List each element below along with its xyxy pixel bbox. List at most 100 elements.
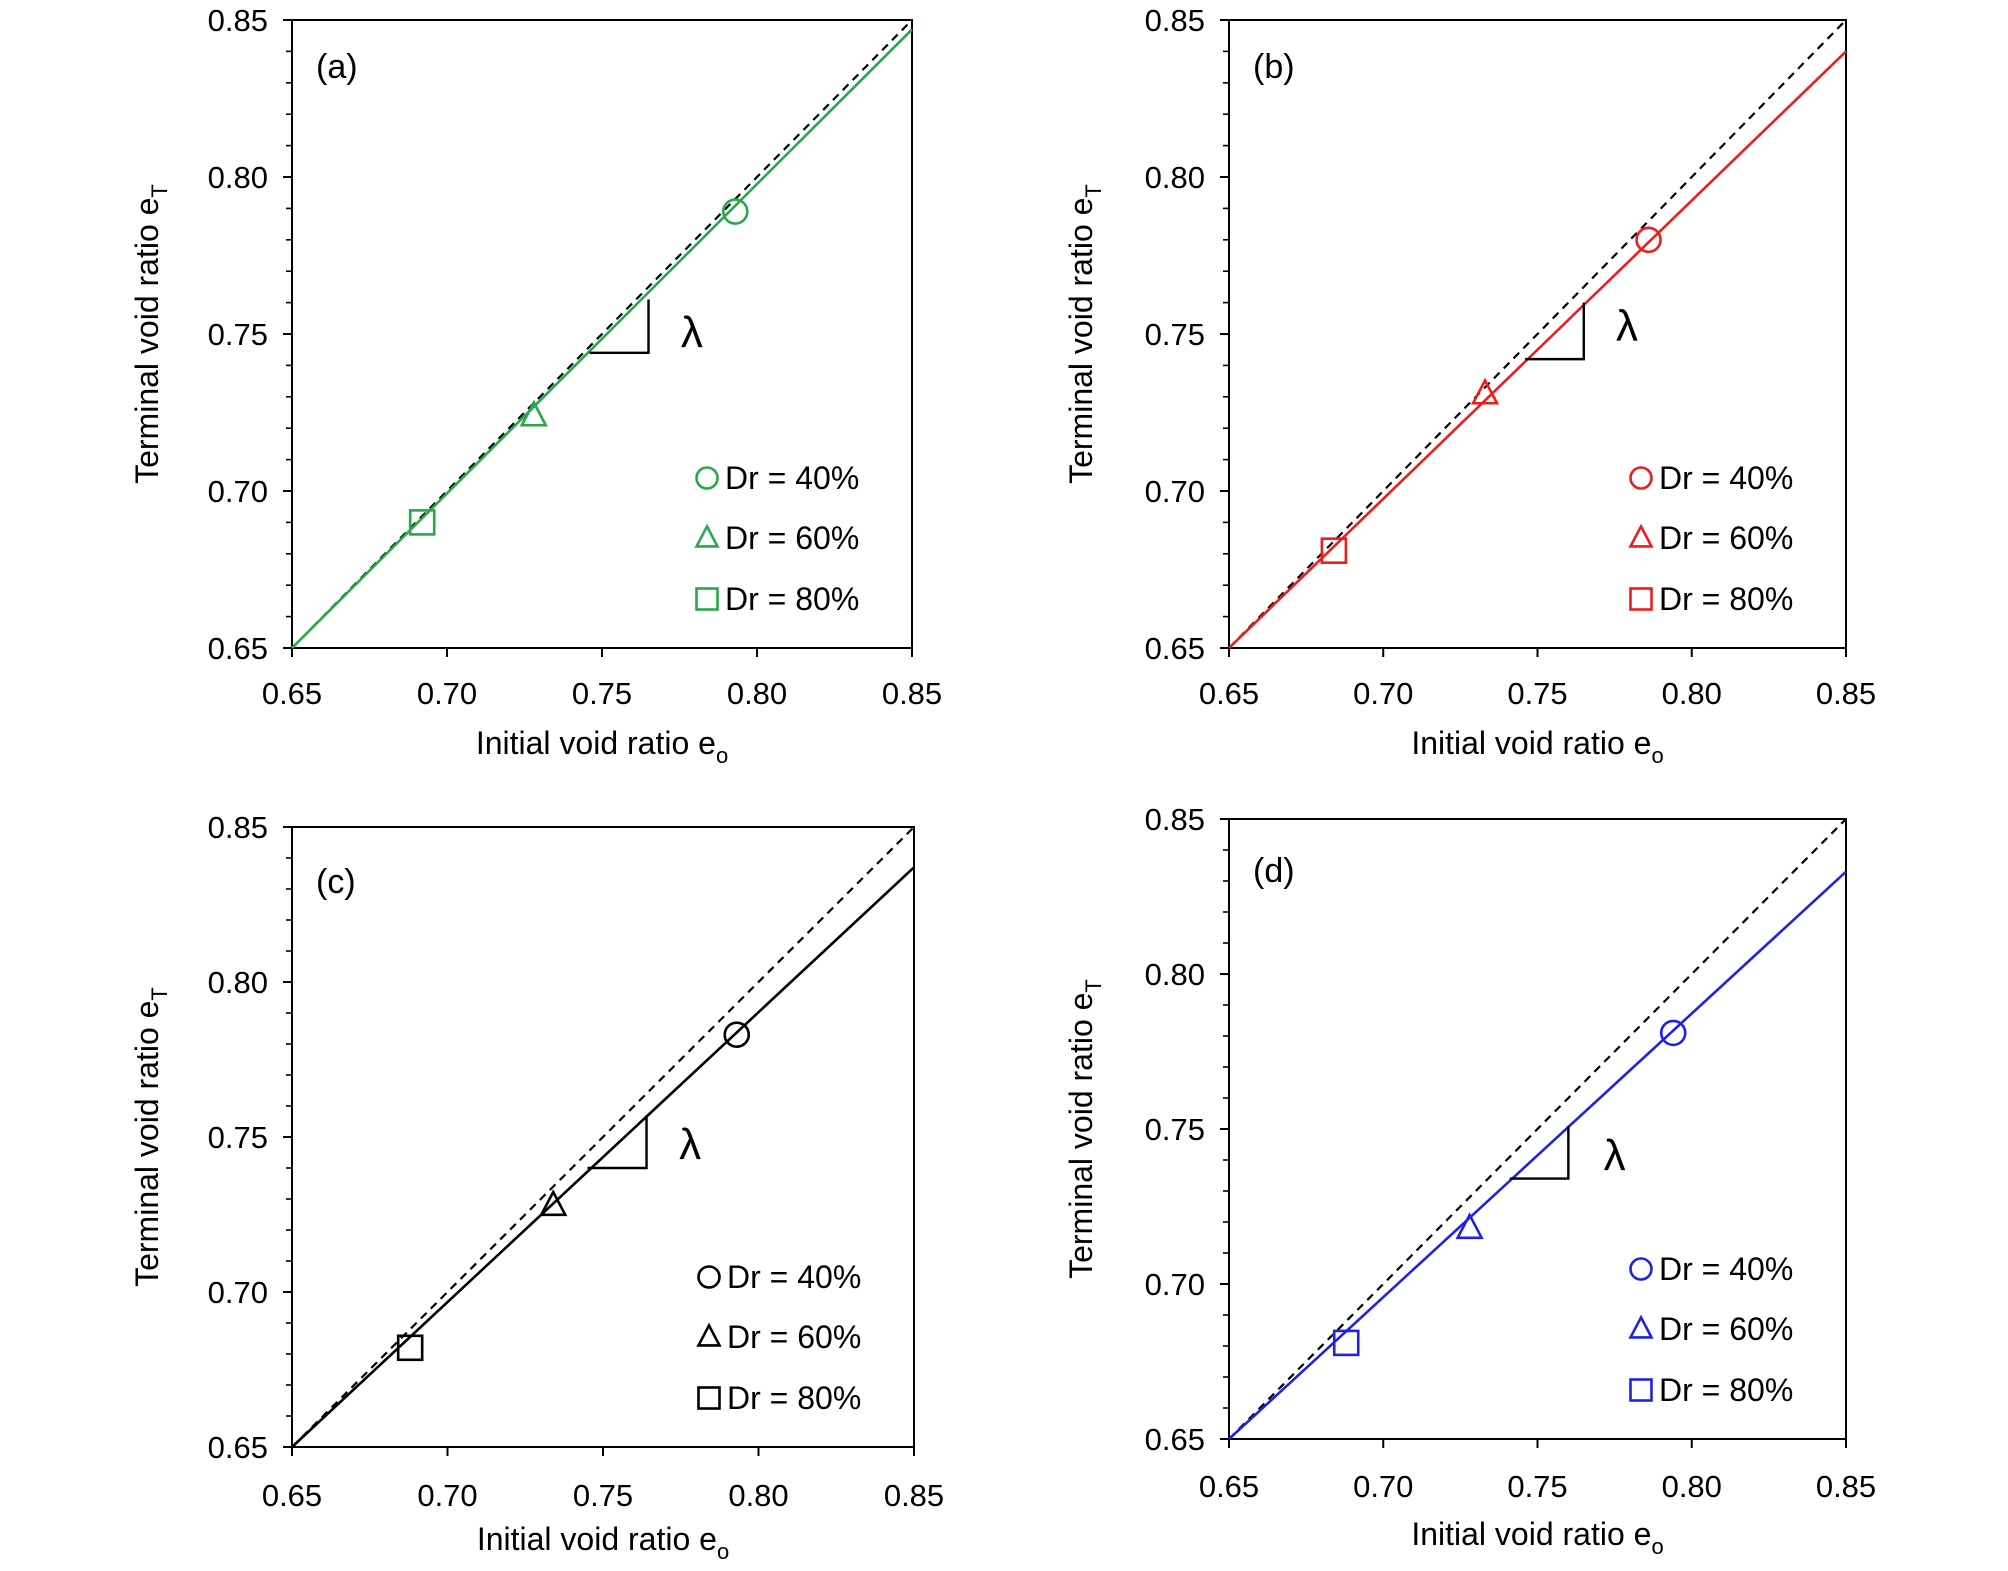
- x-axis-title-subscript: o: [1651, 1534, 1663, 1559]
- point-dr-60: [539, 1189, 568, 1217]
- x-tick-label: 0.70: [1353, 1469, 1413, 1504]
- panel-label: (c): [316, 863, 356, 901]
- y-tick-label: 0.80: [208, 965, 268, 1000]
- y-tick-label: 0.70: [208, 1275, 268, 1310]
- point-dr-40: [723, 1021, 751, 1048]
- point-dr-60: [1470, 377, 1500, 405]
- point-dr-40: [1659, 1019, 1687, 1047]
- legend-label: Dr = 40%: [1659, 460, 1793, 496]
- legend: Dr = 40% Dr = 60% Dr = 80%: [1628, 1251, 1793, 1408]
- point-dr-80: [396, 1334, 424, 1362]
- y-tick-label: 0.80: [208, 160, 268, 195]
- fit-line: [1228, 870, 1847, 1440]
- y-axis-title-subscript: T: [147, 184, 172, 197]
- slope-marker: [589, 299, 650, 355]
- legend-label: Dr = 80%: [725, 581, 859, 617]
- x-tick-label: 0.75: [1507, 1469, 1567, 1504]
- x-axis-title-subscript: o: [1651, 743, 1663, 768]
- y-tick-label: 0.75: [1145, 317, 1205, 352]
- point-dr-80: [408, 509, 436, 536]
- slope-label: λ: [1616, 302, 1638, 351]
- panel-b: 0.65 0.70 0.75 0.80 0.85 0.65 0.70 0.75 0.80 0.85…: [1063, 3, 1876, 768]
- y-tick-label: 0.65: [1145, 1422, 1205, 1457]
- slope-marker: [1525, 302, 1585, 361]
- slope-marker: [1509, 1125, 1570, 1180]
- legend-marker-dr-80: [695, 587, 719, 611]
- point-dr-60: [519, 399, 548, 427]
- slope-label: λ: [1604, 1131, 1626, 1180]
- panel-d: 0.65 0.70 0.75 0.80 0.85 0.65 0.70 0.75 0.80 0.85…: [1063, 802, 1876, 1559]
- legend-label: Dr = 80%: [727, 1380, 861, 1416]
- point-dr-60: [1455, 1212, 1484, 1240]
- x-tick-label: 0.70: [417, 676, 477, 711]
- y-tick-label: 0.70: [1145, 1267, 1205, 1302]
- y-tick-label: 0.65: [1145, 631, 1205, 666]
- legend-label: Dr = 60%: [1659, 520, 1793, 556]
- point-dr-40: [1635, 226, 1662, 254]
- x-axis-title: Initial void ratio eo: [476, 725, 728, 768]
- y-tick-label: 0.75: [208, 317, 268, 352]
- x-tick-label: 0.85: [1816, 676, 1876, 711]
- y-axis-title-subscript: T: [1081, 979, 1106, 992]
- legend-marker-dr-60: [696, 1322, 722, 1347]
- legend-label: Dr = 40%: [1659, 1251, 1793, 1287]
- x-tick-label: 0.75: [1507, 676, 1567, 711]
- legend-marker-dr-80: [697, 1386, 721, 1410]
- x-tick-label: 0.65: [262, 1478, 322, 1513]
- x-tick-label: 0.85: [882, 676, 942, 711]
- y-axis-title-subscript: T: [147, 987, 172, 1000]
- x-axis-title-text: Initial void ratio e: [1411, 725, 1651, 761]
- y-axis-title: Terminal void ratio eT: [129, 184, 172, 484]
- legend-label: Dr = 80%: [1659, 1372, 1793, 1408]
- panel-label: (b): [1253, 48, 1295, 86]
- legend-label: Dr = 60%: [727, 1319, 861, 1355]
- y-tick-label: 0.70: [208, 474, 268, 509]
- legend-label: Dr = 40%: [725, 460, 859, 496]
- legend-label: Dr = 80%: [1659, 581, 1793, 617]
- y-axis-title-text: Terminal void ratio e: [1063, 993, 1099, 1279]
- x-tick-label: 0.65: [1199, 1469, 1259, 1504]
- x-tick-label: 0.75: [573, 1478, 633, 1513]
- x-axis-title: Initial void ratio eo: [1411, 725, 1663, 768]
- y-axis-title-text: Terminal void ratio e: [129, 198, 165, 484]
- y-axis-title: Terminal void ratio eT: [129, 987, 172, 1287]
- reference-line-1to1: [291, 826, 915, 1448]
- x-axis-title-subscript: o: [717, 1539, 729, 1564]
- x-axis-title-text: Initial void ratio e: [477, 1521, 717, 1557]
- legend-label: Dr = 60%: [725, 520, 859, 556]
- x-axis-title-text: Initial void ratio e: [476, 725, 716, 761]
- legend-marker-dr-40: [697, 1265, 721, 1289]
- panel-a: 0.65 0.70 0.75 0.80 0.85 0.65 0.70 0.75 0.80 0.85…: [129, 3, 942, 768]
- point-dr-80: [1332, 1329, 1360, 1357]
- y-axis-title: Terminal void ratio eT: [1063, 184, 1106, 484]
- y-tick-label: 0.75: [1145, 1112, 1205, 1147]
- y-tick-label: 0.85: [1145, 802, 1205, 837]
- y-tick-label: 0.70: [1145, 474, 1205, 509]
- y-tick-label: 0.85: [208, 3, 268, 38]
- legend-marker-dr-60: [1628, 523, 1654, 548]
- legend-marker-dr-40: [1629, 1257, 1653, 1281]
- y-axis-title-text: Terminal void ratio e: [129, 1001, 165, 1287]
- x-tick-label: 0.70: [1353, 676, 1413, 711]
- y-axis-title: Terminal void ratio eT: [1063, 979, 1106, 1279]
- x-axis-title: Initial void ratio eo: [1411, 1516, 1663, 1559]
- reference-line-1to1: [1228, 19, 1847, 649]
- x-axis-title: Initial void ratio eo: [477, 1521, 729, 1564]
- reference-line-1to1: [1228, 818, 1847, 1440]
- y-tick-label: 0.80: [1145, 160, 1205, 195]
- x-axis-title-subscript: o: [716, 743, 728, 768]
- slope-label: λ: [681, 308, 703, 357]
- legend: Dr = 40% Dr = 60% Dr = 80%: [696, 1259, 861, 1416]
- x-tick-label: 0.70: [417, 1478, 477, 1513]
- x-tick-label: 0.75: [572, 676, 632, 711]
- y-tick-label: 0.65: [208, 631, 268, 666]
- y-tick-label: 0.85: [208, 810, 268, 845]
- legend-marker-dr-40: [1629, 466, 1653, 490]
- legend-marker-dr-80: [1629, 1378, 1653, 1402]
- legend-marker-dr-60: [1628, 1314, 1654, 1339]
- x-tick-label: 0.65: [262, 676, 322, 711]
- y-axis-title-subscript: T: [1081, 184, 1106, 197]
- y-tick-label: 0.80: [1145, 957, 1205, 992]
- fit-line: [291, 28, 913, 649]
